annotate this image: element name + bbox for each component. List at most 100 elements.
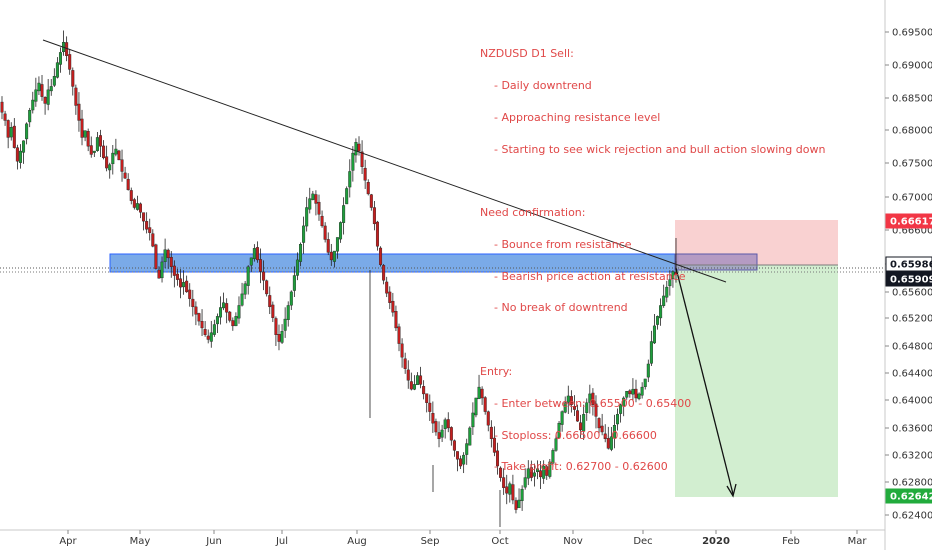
- candle-body: [652, 325, 656, 344]
- candle-body: [455, 451, 459, 460]
- candle-body: [354, 142, 358, 156]
- candle-body: [545, 466, 549, 476]
- y-tick-label: 0.67500: [892, 159, 932, 170]
- candle-body: [486, 411, 490, 426]
- candle-body: [449, 427, 453, 441]
- candle-body: [83, 130, 87, 138]
- x-tick-label: Oct: [491, 536, 508, 547]
- candle-body: [480, 388, 484, 399]
- candle-body: [292, 275, 296, 291]
- candle-body: [526, 468, 530, 479]
- candle-body: [431, 413, 435, 424]
- candle-body: [459, 458, 463, 467]
- candle-body: [234, 316, 238, 327]
- candle-body: [314, 194, 318, 204]
- candle-body: [225, 303, 229, 313]
- candle-body: [372, 207, 376, 225]
- price-tag-box: [885, 256, 932, 272]
- x-tick-label: Mar: [848, 536, 868, 547]
- candle-body: [339, 222, 343, 240]
- candle-body: [557, 422, 561, 439]
- candle-body: [348, 171, 352, 188]
- candle-body: [394, 311, 398, 329]
- candle-body: [182, 282, 186, 288]
- candle-body: [145, 221, 149, 230]
- candle-body: [135, 203, 139, 210]
- candle-body: [505, 486, 509, 494]
- candle-body: [477, 386, 481, 400]
- candle-body: [132, 199, 136, 208]
- note-confirm-1: - Bounce from resistance: [494, 237, 632, 251]
- candle-body: [175, 273, 179, 280]
- candle-body: [591, 392, 595, 405]
- candle-body: [305, 207, 309, 227]
- candle-body: [379, 247, 383, 265]
- y-tick-label: 0.65600: [892, 288, 932, 299]
- candle-body: [18, 150, 22, 163]
- candle-body: [554, 438, 558, 451]
- candle-body: [391, 300, 395, 313]
- candle-body: [154, 244, 158, 269]
- candle-body: [40, 84, 44, 97]
- candle-body: [332, 250, 336, 262]
- overlap-zone: [674, 253, 758, 271]
- candle-body: [129, 190, 133, 201]
- x-tick-label: Aug: [347, 536, 367, 547]
- candle-body: [3, 113, 7, 121]
- candle-body: [326, 239, 330, 253]
- candle-body: [662, 295, 666, 306]
- candle-body: [588, 393, 592, 403]
- candle-body: [532, 472, 536, 477]
- candle-body: [539, 470, 543, 478]
- candle-body: [492, 437, 496, 453]
- candle-body: [412, 384, 416, 390]
- candle-body: [9, 127, 13, 138]
- candle-body: [606, 437, 610, 449]
- candle-body: [311, 193, 315, 200]
- candle-body: [634, 388, 638, 399]
- candle-body: [495, 450, 499, 467]
- candle-body: [95, 137, 99, 151]
- candle-body: [209, 332, 213, 342]
- candle-body: [640, 386, 644, 396]
- candle-body: [274, 318, 278, 335]
- note-reason-2: - Approaching resistance level: [494, 110, 661, 124]
- candle-body: [265, 280, 269, 295]
- candles: [0, 30, 678, 514]
- candle-body: [397, 326, 401, 344]
- candle-body: [22, 140, 26, 153]
- candle-body: [80, 118, 84, 138]
- candle-body: [489, 426, 493, 440]
- candle-body: [572, 406, 576, 410]
- candle-body: [252, 248, 256, 259]
- y-tick-label: 0.68000: [892, 126, 932, 137]
- price-tag: 0.65909: [885, 271, 932, 287]
- candle-body: [508, 483, 512, 495]
- candle-body: [320, 215, 324, 227]
- candle-body: [105, 156, 109, 169]
- candle-body: [656, 316, 660, 325]
- candle-body: [237, 305, 241, 319]
- candle-body: [92, 150, 96, 153]
- candle-body: [619, 404, 623, 414]
- candle-body: [514, 500, 518, 510]
- candle-body: [616, 414, 620, 425]
- candle-body: [111, 152, 115, 165]
- candle-body: [419, 375, 423, 385]
- candle-body: [219, 307, 223, 318]
- candle-body: [49, 86, 53, 92]
- note-entry-title: Entry:: [480, 365, 513, 378]
- price-tag-box: [885, 488, 932, 504]
- candle-body: [212, 324, 216, 335]
- candle-body: [643, 378, 647, 387]
- candle-body: [671, 271, 675, 280]
- x-tick-label: Dec: [633, 536, 652, 547]
- candle-body: [231, 320, 235, 327]
- candle-body: [403, 358, 407, 369]
- candle-body: [345, 188, 349, 205]
- candle-body: [400, 343, 404, 358]
- candle-body: [117, 150, 121, 161]
- candle-body: [563, 402, 567, 413]
- candle-body: [474, 397, 478, 416]
